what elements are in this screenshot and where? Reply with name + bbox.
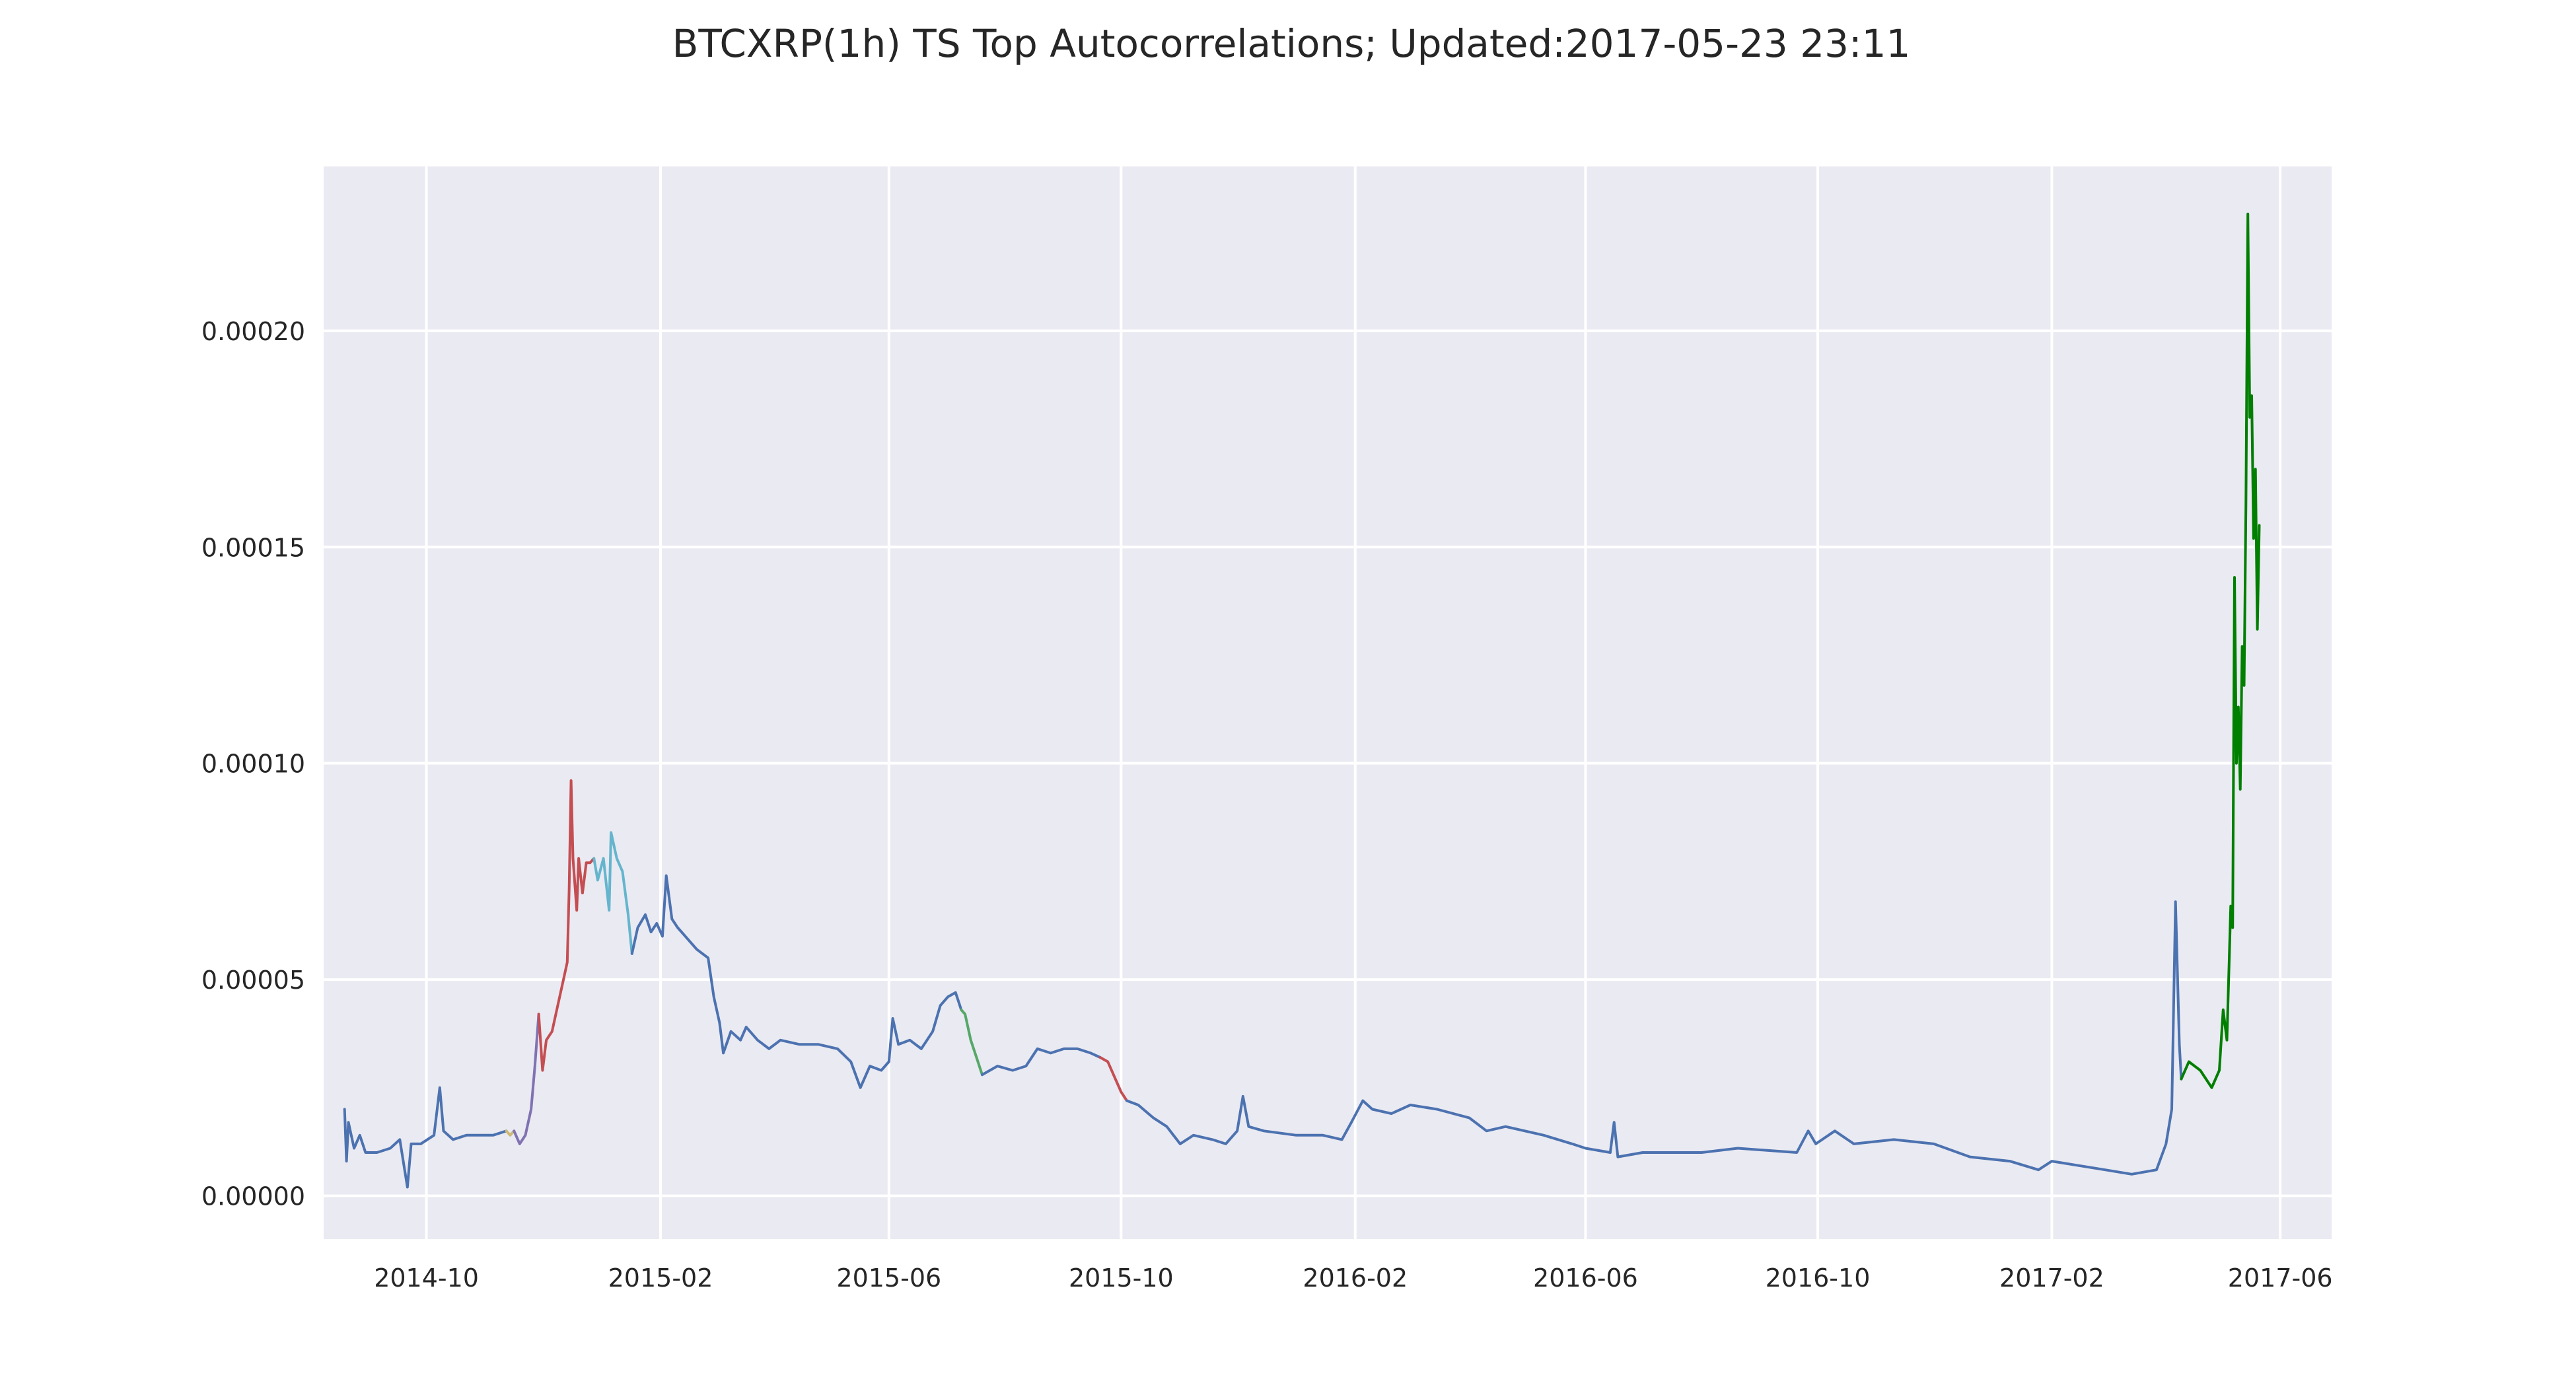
grid-lines: [324, 166, 2332, 1239]
y-axis-ticks: 0.00000 0.00005 0.00010 0.00015 0.00020: [201, 317, 305, 1211]
chart-title: BTCXRP(1h) TS Top Autocorrelations; Upda…: [672, 21, 1911, 66]
series-line-segment: [630, 874, 963, 1089]
series-line-segment: [981, 1047, 1102, 1077]
series-line-segment: [505, 1129, 516, 1137]
y-tick-label: 0.00000: [201, 1182, 305, 1211]
x-tick-label: 2014-10: [374, 1263, 479, 1293]
y-tick-label: 0.00005: [201, 966, 305, 995]
series-line-segment: [513, 1013, 540, 1145]
x-tick-label: 2017-06: [2228, 1263, 2333, 1293]
y-tick-label: 0.00015: [201, 533, 305, 562]
series-line-segment: [1098, 1056, 1128, 1102]
series-line-segment: [592, 831, 633, 955]
x-tick-label: 2016-10: [1766, 1263, 1871, 1293]
series-line-segment: [343, 1086, 508, 1189]
series-line-segment: [960, 1008, 984, 1077]
x-tick-label: 2017-02: [1999, 1263, 2104, 1293]
x-tick-label: 2015-06: [836, 1263, 941, 1293]
x-tick-label: 2015-02: [608, 1263, 713, 1293]
series-lines: [343, 213, 2261, 1189]
x-axis-ticks: 2014-10 2015-02 2015-06 2015-10 2016-02 2016-…: [374, 1263, 2332, 1293]
series-line-segment: [1126, 900, 2183, 1176]
plot-area: [324, 166, 2332, 1239]
series-line-segment: [2180, 213, 2261, 1089]
x-tick-label: 2015-10: [1069, 1263, 1174, 1293]
series-line-segment: [537, 779, 596, 1072]
y-tick-label: 0.00020: [201, 317, 305, 346]
y-tick-label: 0.00010: [201, 750, 305, 779]
x-tick-label: 2016-02: [1303, 1263, 1408, 1293]
x-tick-label: 2016-06: [1533, 1263, 1638, 1293]
